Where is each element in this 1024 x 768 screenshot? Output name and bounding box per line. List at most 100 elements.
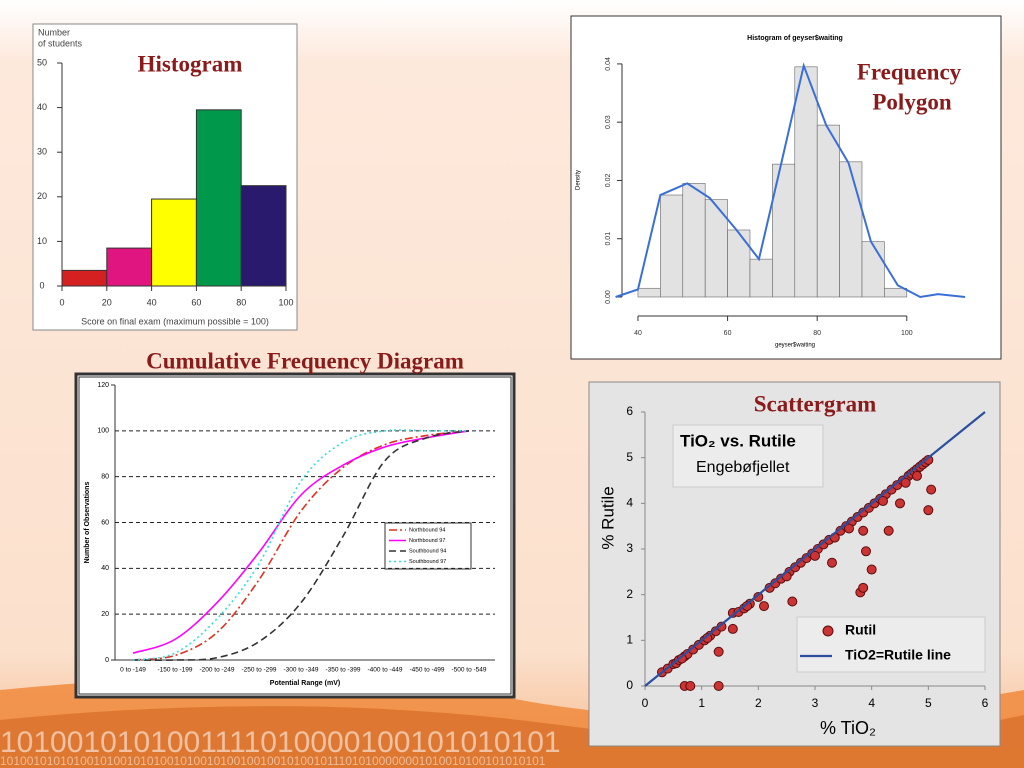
series-line [132, 429, 469, 661]
x-tick-label: -450 to -499 [409, 667, 444, 674]
point [883, 525, 894, 536]
bar [839, 161, 863, 298]
y-tick-label: 10 [37, 236, 47, 246]
y-axis-label: Number [38, 27, 70, 37]
decor-digits: 1010010101010010100101010010100101001001… [0, 754, 546, 768]
point [858, 525, 869, 536]
point [858, 582, 869, 593]
y-tick-label: 0 [105, 657, 109, 664]
point [912, 470, 922, 481]
bar [816, 124, 840, 298]
y-tick-label: 0 [626, 678, 633, 692]
reference-line [644, 411, 986, 687]
chart-title: TiO₂ vs. Rutile [680, 431, 796, 450]
x-tick-label: 100 [278, 297, 293, 307]
legend-label: TiO2=Rutile line [845, 647, 951, 663]
x-tick-label: 100 [901, 330, 913, 337]
y-tick-label: 4 [626, 496, 633, 510]
caption: Frequency [857, 59, 962, 84]
x-tick-label: -200 to -249 [199, 667, 234, 674]
x-axis-label: Potential Range (mV) [270, 680, 340, 687]
point [878, 496, 888, 507]
x-tick-label: 0 [642, 696, 649, 710]
x-tick-label: 2 [755, 696, 762, 710]
legend-swatch [822, 625, 834, 637]
x-tick-label: -150 to -199 [157, 667, 192, 674]
bar [660, 194, 684, 298]
point [713, 646, 724, 657]
frequency-polygon [615, 62, 966, 299]
x-tick-label: -250 to -299 [241, 667, 276, 674]
x-tick-label: 3 [812, 696, 819, 710]
point [787, 596, 798, 607]
series-line [132, 430, 470, 654]
chart-subtitle: Engebøfjellet [696, 459, 790, 476]
x-tick-label: 40 [147, 297, 157, 307]
bar [151, 198, 197, 287]
y-tick-label: 20 [37, 191, 47, 201]
y-tick-label: 0.02 [605, 174, 612, 188]
chart-title: Histogram of geyser$waiting [747, 35, 843, 42]
x-tick-label: 0 to -149 [120, 667, 146, 674]
legend-label: Northbound 97 [409, 538, 445, 544]
x-tick-label: -400 to -449 [367, 667, 402, 674]
y-tick-label: 3 [626, 541, 633, 555]
y-tick-label: 40 [101, 565, 109, 572]
x-tick-label: -350 to -399 [325, 667, 360, 674]
y-tick-label: 0.01 [605, 232, 612, 246]
y-tick-label: 50 [37, 57, 47, 67]
bar [240, 185, 287, 287]
x-axis-label: % TiO₂ [820, 718, 876, 738]
caption: Scattergram [754, 391, 877, 416]
y-tick-label: 20 [101, 611, 109, 618]
point [861, 546, 871, 557]
y-tick-label: 30 [37, 147, 47, 157]
series-line [132, 430, 470, 661]
bar [637, 287, 661, 298]
x-axis-label: Score on final exam (maximum possible = … [81, 316, 269, 326]
legend-label: Southbound 94 [409, 548, 446, 554]
x-tick-label: 6 [982, 696, 989, 710]
bar [682, 183, 706, 298]
x-tick-label: 5 [925, 696, 932, 710]
legend-label: Northbound 94 [409, 527, 445, 533]
x-tick-label: 80 [813, 330, 821, 337]
point [713, 681, 724, 691]
point [810, 550, 820, 561]
y-tick-label: 6 [626, 404, 633, 418]
bar [61, 269, 108, 287]
wave [0, 706, 1024, 768]
point [895, 498, 905, 509]
legend-label: Southbound 97 [409, 559, 446, 565]
y-tick-label: 100 [97, 428, 109, 435]
y-axis-label: % Rutile [598, 486, 617, 549]
caption: Cumulative Frequency Diagram [146, 348, 464, 373]
x-axis-label: geyser$waiting [775, 343, 815, 349]
x-tick-label: 1 [698, 696, 705, 710]
bar [749, 258, 773, 298]
bar [727, 229, 751, 298]
y-tick-label: 0.00 [605, 290, 612, 304]
x-tick-label: 80 [236, 297, 246, 307]
caption: Polygon [872, 89, 951, 114]
bar [884, 287, 908, 298]
y-axis-label: Density [576, 170, 582, 190]
y-tick-label: 60 [101, 519, 109, 526]
x-tick-label: 60 [191, 297, 201, 307]
x-tick-label: 4 [868, 696, 875, 710]
title-box [672, 424, 824, 488]
y-tick-label: 2 [626, 587, 633, 601]
x-tick-label: -300 to -349 [283, 667, 318, 674]
bar [106, 247, 153, 287]
y-tick-label: 5 [626, 450, 633, 464]
x-tick-label: 40 [634, 330, 642, 337]
y-tick-label: 0.04 [605, 57, 612, 71]
point [727, 623, 738, 634]
bar [794, 66, 818, 298]
point [759, 601, 769, 612]
point [923, 505, 934, 516]
y-tick-label: 120 [97, 382, 109, 389]
y-axis-label: of students [38, 38, 83, 48]
bar [861, 241, 885, 298]
